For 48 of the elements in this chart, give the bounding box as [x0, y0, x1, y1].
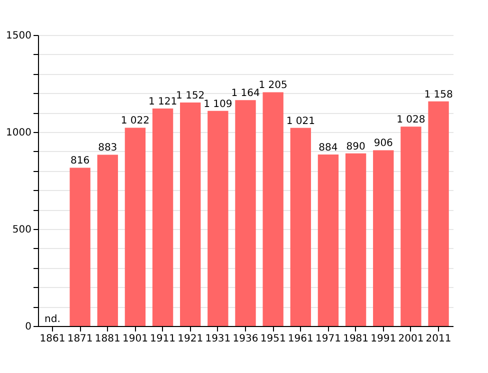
x-tick-label: 1901	[122, 334, 148, 344]
bar	[180, 102, 201, 326]
x-tick-label: 2001	[398, 334, 424, 344]
text: nd.	[44, 314, 60, 325]
data-label: 1 109	[204, 98, 232, 110]
x-tick-label: 1871	[67, 334, 93, 344]
bar	[345, 153, 366, 326]
bar	[70, 168, 90, 326]
bar	[428, 101, 449, 326]
data-label: 1 121	[148, 96, 178, 108]
bar	[235, 100, 256, 326]
x-tick-label: 1881	[94, 334, 120, 344]
x-tick-label: 1911	[150, 334, 176, 344]
bar	[373, 150, 394, 326]
x-tick-label: 1991	[370, 334, 396, 344]
x-tick-label: 1961	[288, 334, 314, 344]
data-label: 1 164	[231, 88, 260, 100]
bar	[262, 92, 284, 326]
bar	[208, 110, 228, 326]
x-tick-label: 1951	[260, 334, 286, 344]
data-label: 906	[374, 138, 393, 150]
x-tick-label: 1981	[343, 334, 369, 344]
data-label: 1 205	[258, 80, 288, 92]
data-label: 1 021	[286, 116, 315, 127]
x-tick-label: 1931	[205, 334, 231, 344]
data-label: 1 028	[396, 114, 426, 126]
bar	[318, 154, 339, 326]
bar	[400, 126, 422, 326]
data-label: 1 158	[424, 89, 453, 100]
bar	[152, 108, 174, 326]
x-tick-label: 1971	[316, 334, 341, 344]
bar	[124, 128, 146, 326]
y-tick-label: 1000	[6, 128, 32, 138]
data-label: 816	[70, 156, 90, 167]
data-label: 884	[318, 142, 338, 154]
y-tick-label: 500	[12, 224, 32, 236]
bar	[290, 128, 311, 326]
x-tick-label: 2011	[426, 334, 452, 344]
data-label: 883	[98, 142, 118, 154]
x-tick-label: 1936	[232, 334, 258, 344]
x-tick-label: 1861	[40, 334, 66, 344]
bar	[97, 154, 118, 326]
data-label: 1 022	[120, 116, 150, 127]
data-label: 890	[346, 141, 366, 152]
y-tick-label: 1500	[6, 30, 32, 42]
y-tick-label: 0	[25, 322, 32, 332]
data-label: 1 152	[176, 90, 205, 102]
x-tick-label: 1921	[178, 334, 204, 344]
